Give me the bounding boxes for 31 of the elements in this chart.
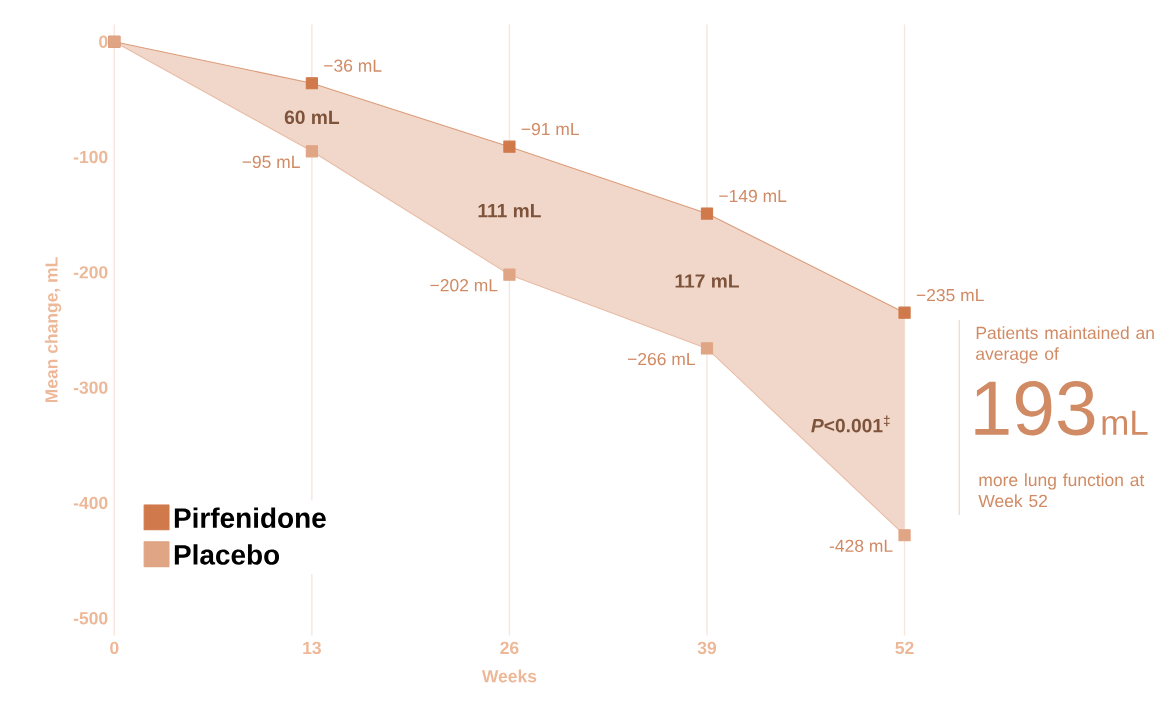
data-label: −95 mL: [242, 155, 300, 169]
data-label: −149 mL: [719, 189, 787, 203]
y-tick-label: -300: [73, 381, 108, 394]
data-label: −266 mL: [627, 353, 695, 366]
y-tick-label: 0: [99, 35, 108, 49]
annotation: P<0.001$^{‡}$: [811, 415, 890, 433]
x-axis-title: Weeks: [481, 669, 537, 683]
data-label: -428 mL: [829, 539, 893, 553]
x-tick-label: 52: [895, 641, 914, 655]
y-tick-label: -200: [73, 266, 108, 279]
data-label: −91 mL: [521, 123, 580, 136]
text: Patients maintained an average of: [976, 326, 1154, 364]
text: 193: [975, 381, 1095, 436]
legend-label: Placebo: [174, 544, 280, 565]
y-tick-label: -500: [73, 612, 108, 625]
y-axis-title: Mean change, mL: [44, 257, 62, 403]
annotation: 117 mL: [675, 274, 739, 288]
y-tick-label: -100: [73, 151, 108, 164]
x-tick-label: 39: [697, 641, 717, 655]
data-label: −202 mL: [430, 279, 498, 292]
annotation: 111 mL: [478, 204, 541, 218]
annotation: 60 mL: [284, 110, 340, 125]
text: mL: [1102, 410, 1148, 435]
text: more lung function at Week 52: [978, 473, 1145, 508]
x-tick-label: 26: [500, 641, 519, 655]
legend-label: Pirfenidone: [174, 507, 326, 529]
x-tick-label: 0: [110, 641, 119, 655]
x-tick-label: 13: [303, 641, 321, 655]
y-tick-label: -400: [73, 496, 108, 510]
data-label: −235 mL: [916, 289, 984, 302]
data-label: −36 mL: [324, 59, 382, 72]
